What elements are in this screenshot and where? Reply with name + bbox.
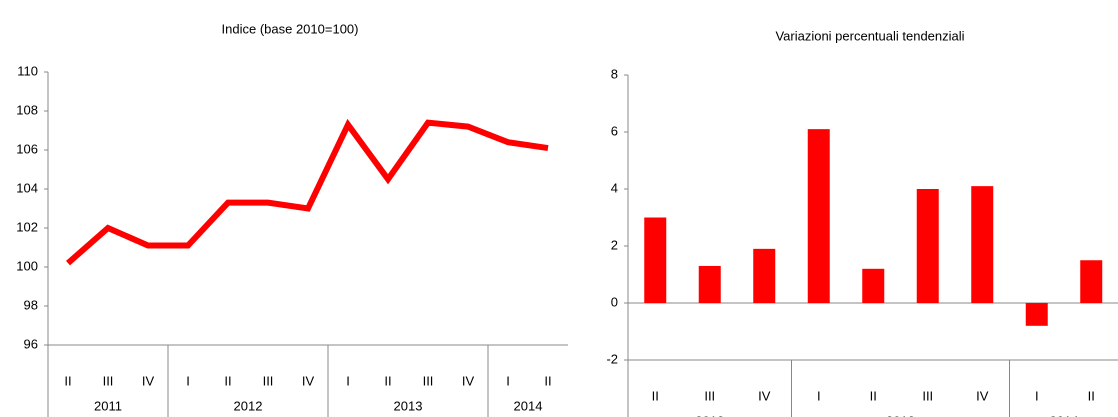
x-tick-label: I xyxy=(1035,388,1039,403)
group-label: 2013 xyxy=(394,398,423,413)
line xyxy=(66,118,549,266)
group-label: 2011 xyxy=(94,398,122,413)
bar xyxy=(698,265,721,303)
y-tick-label: 8 xyxy=(611,66,618,81)
y-tick-label: 100 xyxy=(16,258,38,273)
bar xyxy=(971,186,994,303)
group-label: 2012 xyxy=(695,413,724,417)
x-tick-label: II xyxy=(64,373,71,388)
bar xyxy=(916,189,939,303)
x-tick-label: II xyxy=(224,373,231,388)
bar xyxy=(1080,260,1103,303)
x-tick-label: III xyxy=(704,388,715,403)
x-tick-label: II xyxy=(384,373,391,388)
chart-title: Indice (base 2010=100) xyxy=(222,21,359,36)
y-tick-label: 98 xyxy=(24,297,38,312)
x-tick-label: II xyxy=(870,388,877,403)
x-tick-label: IV xyxy=(462,373,475,388)
x-tick-label: III xyxy=(423,373,434,388)
x-tick-label: I xyxy=(346,373,350,388)
group-label: 2014 xyxy=(1050,413,1079,417)
x-tick-label: III xyxy=(922,388,933,403)
bar xyxy=(862,268,885,303)
y-tick-label: 0 xyxy=(611,294,618,309)
y-tick-label: 102 xyxy=(16,219,38,234)
x-tick-label: II xyxy=(544,373,551,388)
bar xyxy=(644,217,667,303)
y-tick-label: 110 xyxy=(17,63,38,78)
x-tick-label: IV xyxy=(758,388,771,403)
y-tick-label: 2 xyxy=(611,237,618,252)
y-tick-label: 4 xyxy=(611,180,618,195)
y-tick-label: 108 xyxy=(16,102,38,117)
bar xyxy=(807,129,830,303)
y-tick-label: 96 xyxy=(24,336,38,351)
x-tick-label: I xyxy=(506,373,510,388)
bar xyxy=(753,248,776,303)
x-tick-label: IV xyxy=(142,373,155,388)
y-tick-label: 104 xyxy=(16,180,38,195)
x-tick-label: IV xyxy=(302,373,315,388)
group-label: 2012 xyxy=(234,398,263,413)
chart-title: Variazioni percentuali tendenziali xyxy=(775,28,964,43)
x-tick-label: IV xyxy=(976,388,989,403)
x-tick-label: III xyxy=(103,373,114,388)
y-tick-label: 106 xyxy=(16,141,38,156)
y-tick-label: -2 xyxy=(606,351,618,366)
x-tick-label: II xyxy=(652,388,659,403)
x-tick-label: II xyxy=(1088,388,1095,403)
y-tick-label: 6 xyxy=(611,123,618,138)
x-tick-label: I xyxy=(186,373,190,388)
x-tick-label: III xyxy=(263,373,274,388)
group-label: 2014 xyxy=(514,398,543,413)
group-label: 2013 xyxy=(886,413,915,417)
bar xyxy=(1025,303,1048,326)
x-tick-label: I xyxy=(817,388,821,403)
